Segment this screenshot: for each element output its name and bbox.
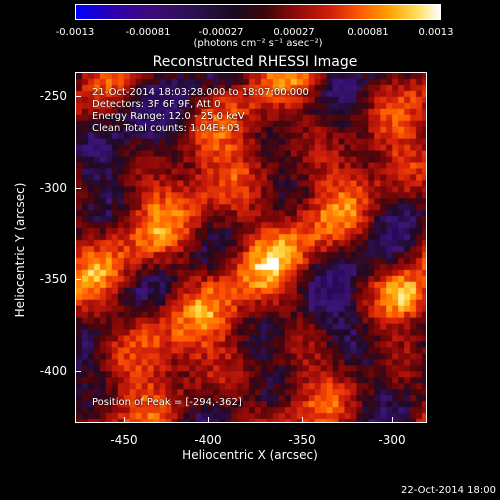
rhessi-image: 21-Oct-2014 18:03:28.000 to 18:07:00.000… xyxy=(75,72,427,423)
timestamp: 22-Oct-2014 18:00 xyxy=(401,485,496,496)
y-tick-label: -300 xyxy=(39,181,67,195)
info-detectors: Detectors: 3F 6F 9F, Att 0 xyxy=(92,99,221,110)
info-time-range: 21-Oct-2014 18:03:28.000 to 18:07:00.000 xyxy=(92,87,309,98)
info-peak-position: Position of Peak = [-294,-362] xyxy=(92,397,242,408)
colorbar-tick: -0.00027 xyxy=(198,27,244,38)
info-energy: Energy Range: 12.0 - 25.0 keV xyxy=(92,111,245,122)
y-tickmark xyxy=(75,96,81,97)
colorbar-tick: 0.0013 xyxy=(418,27,454,38)
x-tickmark xyxy=(124,417,125,423)
heatmap-canvas xyxy=(76,73,426,422)
x-tick-label: -300 xyxy=(378,433,406,447)
x-tickmark xyxy=(392,417,393,423)
x-axis-label: Heliocentric X (arcsec) xyxy=(182,448,318,462)
colorbar-tick: 0.00027 xyxy=(273,27,315,38)
y-axis-label: Heliocentric Y (arcsec) xyxy=(13,182,27,318)
y-tickmark xyxy=(75,371,81,372)
colorbar-unit: (photons cm⁻² s⁻¹ asec⁻²) xyxy=(193,38,323,49)
info-method: Clean Total counts: 1.04E+03 xyxy=(92,123,240,134)
x-tick-label: -350 xyxy=(288,433,316,447)
colorbar-tick: -0.00081 xyxy=(125,27,171,38)
colorbar-tick: 0.00081 xyxy=(347,27,389,38)
y-tick-label: -250 xyxy=(39,89,67,103)
x-tick-label: -400 xyxy=(194,433,222,447)
x-tick-label: -450 xyxy=(110,433,138,447)
y-tickmark xyxy=(75,188,81,189)
y-tickmark xyxy=(75,279,81,280)
x-tickmark xyxy=(302,417,303,423)
x-tickmark xyxy=(208,417,209,423)
colorbar-tick: -0.0013 xyxy=(55,27,95,38)
image-title: Reconstructed RHESSI Image xyxy=(152,54,358,70)
y-tick-label: -400 xyxy=(39,364,67,378)
colorbar xyxy=(75,4,441,20)
y-tick-label: -350 xyxy=(39,272,67,286)
